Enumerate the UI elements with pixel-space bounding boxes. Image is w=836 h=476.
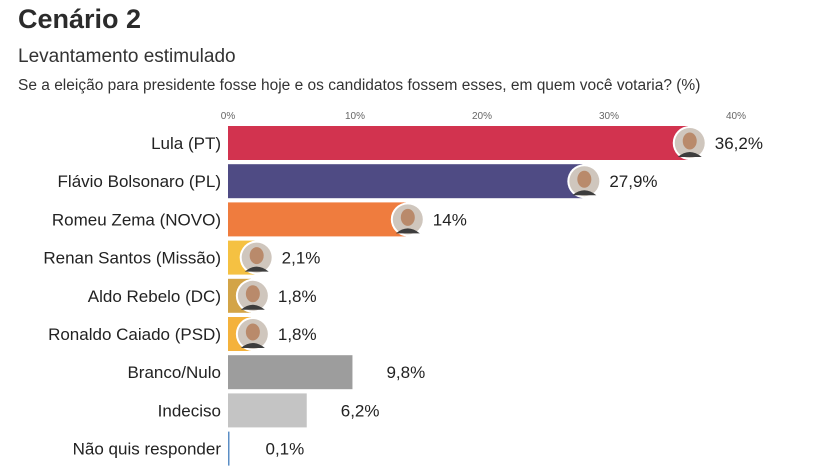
candidate-portrait — [567, 164, 602, 199]
value-label: 9,8% — [386, 363, 425, 382]
category-label: Romeu Zema (NOVO) — [52, 210, 221, 229]
bar — [228, 355, 353, 390]
bar — [228, 393, 307, 428]
bar-row: Ronaldo Caiado (PSD) 1,8% — [48, 317, 317, 351]
category-label: Não quis responder — [73, 440, 222, 459]
value-label: 0,1% — [266, 440, 305, 459]
bar-row: Indeciso 6,2% — [158, 393, 380, 428]
candidate-portrait — [235, 278, 270, 313]
bar-row: Não quis responder 0,1% — [73, 431, 305, 466]
chart-subtitle: Levantamento estimulado — [18, 46, 236, 67]
bar — [228, 202, 406, 237]
candidate-portrait — [235, 317, 270, 351]
value-label: 27,9% — [609, 172, 657, 191]
x-tick-label: 40% — [726, 111, 746, 122]
value-label: 2,1% — [282, 249, 321, 268]
category-label: Lula (PT) — [151, 134, 221, 153]
bar-row: Flávio Bolsonaro (PL) 27,9% — [58, 164, 658, 199]
bar — [228, 431, 230, 466]
candidate-portrait — [390, 202, 425, 237]
bar-row: Aldo Rebelo (DC) 1,8% — [88, 278, 317, 313]
bar-row: Lula (PT) 36,2% — [151, 126, 763, 160]
category-label: Renan Santos (Missão) — [43, 249, 221, 268]
candidate-portrait — [239, 240, 274, 275]
category-label: Indeciso — [158, 401, 221, 420]
value-label: 1,8% — [278, 325, 317, 344]
chart-question: Se a eleição para presidente fosse hoje … — [18, 77, 701, 94]
bar-row: Branco/Nulo 9,8% — [127, 355, 425, 390]
chart-title: Cenário 2 — [18, 4, 142, 34]
value-label: 6,2% — [341, 401, 380, 420]
bars: Lula (PT) 36,2% Flávio Bolsonaro (PL) 27,9%… — [43, 126, 763, 466]
x-tick-label: 10% — [345, 111, 365, 122]
x-tick-label: 0% — [221, 111, 236, 122]
category-label: Aldo Rebelo (DC) — [88, 287, 221, 306]
category-label: Branco/Nulo — [127, 363, 221, 382]
bar — [228, 164, 583, 199]
value-label: 14% — [433, 210, 467, 229]
bar-row: Romeu Zema (NOVO) 14% — [52, 202, 467, 237]
bar-row: Renan Santos (Missão) 2,1% — [43, 240, 321, 275]
x-axis-ticks: 0% 10% 20% 30% 40% — [221, 111, 746, 122]
category-label: Flávio Bolsonaro (PL) — [58, 172, 221, 191]
category-label: Ronaldo Caiado (PSD) — [48, 325, 221, 344]
x-tick-label: 20% — [472, 111, 492, 122]
bar — [228, 126, 688, 160]
x-tick-label: 30% — [599, 111, 619, 122]
value-label: 1,8% — [278, 287, 317, 306]
candidate-portrait — [672, 126, 707, 160]
value-label: 36,2% — [715, 134, 763, 153]
